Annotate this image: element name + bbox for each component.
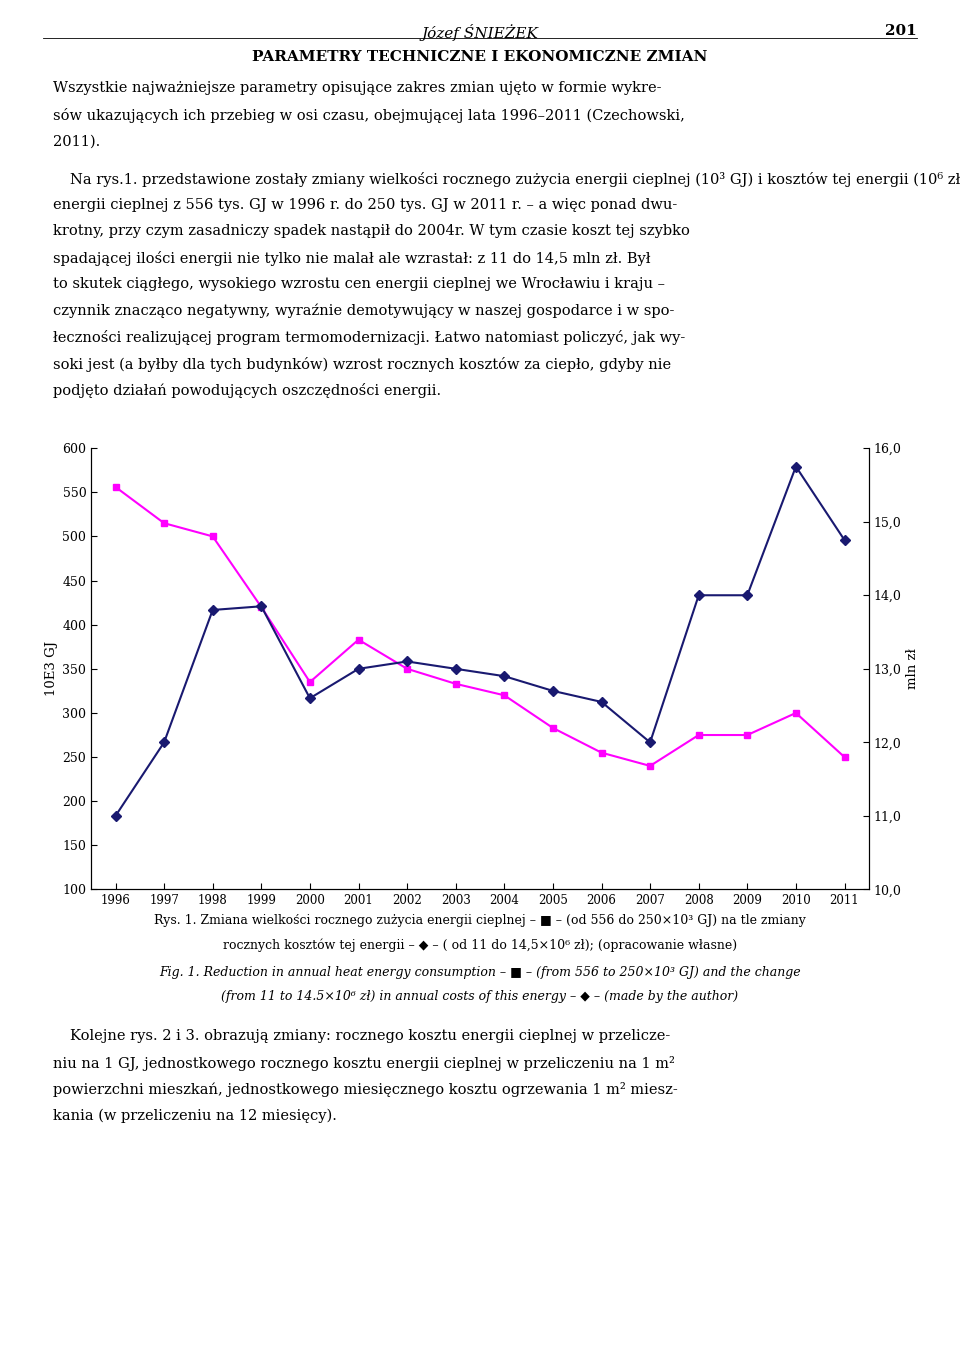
Text: rocznych kosztów tej energii – ◆ – ( od 11 do 14,5×10⁶ zł); (opracowanie własne): rocznych kosztów tej energii – ◆ – ( od …	[223, 938, 737, 952]
Text: podjęto działań powodujących oszczędności energii.: podjęto działań powodujących oszczędnośc…	[53, 383, 441, 398]
Y-axis label: mln zł: mln zł	[905, 648, 919, 690]
Text: niu na 1 GJ, jednostkowego rocznego kosztu energii cieplnej w przeliczeniu na 1 : niu na 1 GJ, jednostkowego rocznego kosz…	[53, 1057, 675, 1071]
Text: czynnik znacząco negatywny, wyraźnie demotywujący w naszej gospodarce i w spo-: czynnik znacząco negatywny, wyraźnie dem…	[53, 304, 674, 318]
Text: krotny, przy czym zasadniczy spadek nastąpił do 2004r. W tym czasie koszt tej sz: krotny, przy czym zasadniczy spadek nast…	[53, 224, 689, 239]
Text: PARAMETRY TECHNICZNE I EKONOMICZNE ZMIAN: PARAMETRY TECHNICZNE I EKONOMICZNE ZMIAN	[252, 50, 708, 64]
Text: łeczności realizującej program termomodernizacji. Łatwo natomiast policzyć, jak : łeczności realizującej program termomode…	[53, 330, 685, 345]
Text: Fig. 1. Reduction in annual heat energy consumption – ■ – (from 556 to 250×10³ G: Fig. 1. Reduction in annual heat energy …	[159, 966, 801, 979]
Y-axis label: 10E3 GJ: 10E3 GJ	[45, 641, 59, 697]
Text: to skutek ciągłego, wysokiego wzrostu cen energii cieplnej we Wrocławiu i kraju : to skutek ciągłego, wysokiego wzrostu ce…	[53, 277, 664, 292]
Text: kania (w przeliczeniu na 12 miesięcy).: kania (w przeliczeniu na 12 miesięcy).	[53, 1108, 337, 1123]
Text: Wszystkie najważniejsze parametry opisujące zakres zmian ujęto w formie wykre-: Wszystkie najważniejsze parametry opisuj…	[53, 81, 661, 95]
Text: 201: 201	[885, 24, 917, 38]
Text: spadającej ilości energii nie tylko nie malał ale wzrastał: z 11 do 14,5 mln zł.: spadającej ilości energii nie tylko nie …	[53, 251, 650, 266]
Text: powierzchni mieszkań, jednostkowego miesięcznego kosztu ogrzewania 1 m² miesz-: powierzchni mieszkań, jednostkowego mies…	[53, 1082, 678, 1097]
Text: Józef ŚNIEŻEK: Józef ŚNIEŻEK	[421, 24, 539, 42]
Text: Kolejne rys. 2 i 3. obrazują zmiany: rocznego kosztu energii cieplnej w przelicz: Kolejne rys. 2 i 3. obrazują zmiany: roc…	[70, 1029, 670, 1043]
Text: Rys. 1. Zmiana wielkości rocznego zużycia energii cieplnej – ■ – (od 556 do 250×: Rys. 1. Zmiana wielkości rocznego zużyci…	[154, 914, 806, 928]
Text: soki jest (a byłby dla tych budynków) wzrost rocznych kosztów za ciepło, gdyby n: soki jest (a byłby dla tych budynków) wz…	[53, 357, 671, 372]
Text: energii cieplnej z 556 tys. GJ w 1996 r. do 250 tys. GJ w 2011 r. – a więc ponad: energii cieplnej z 556 tys. GJ w 1996 r.…	[53, 198, 677, 212]
Text: (from 11 to 14.5×10⁶ zł) in annual costs of this energy – ◆ – (made by the autho: (from 11 to 14.5×10⁶ zł) in annual costs…	[222, 990, 738, 1004]
Text: Na rys.1. przedstawione zostały zmiany wielkości rocznego zużycia energii ciepln: Na rys.1. przedstawione zostały zmiany w…	[70, 171, 960, 186]
Text: 2011).: 2011).	[53, 134, 100, 148]
Text: sów ukazujących ich przebieg w osi czasu, obejmującej lata 1996–2011 (Czechowski: sów ukazujących ich przebieg w osi czasu…	[53, 109, 684, 124]
